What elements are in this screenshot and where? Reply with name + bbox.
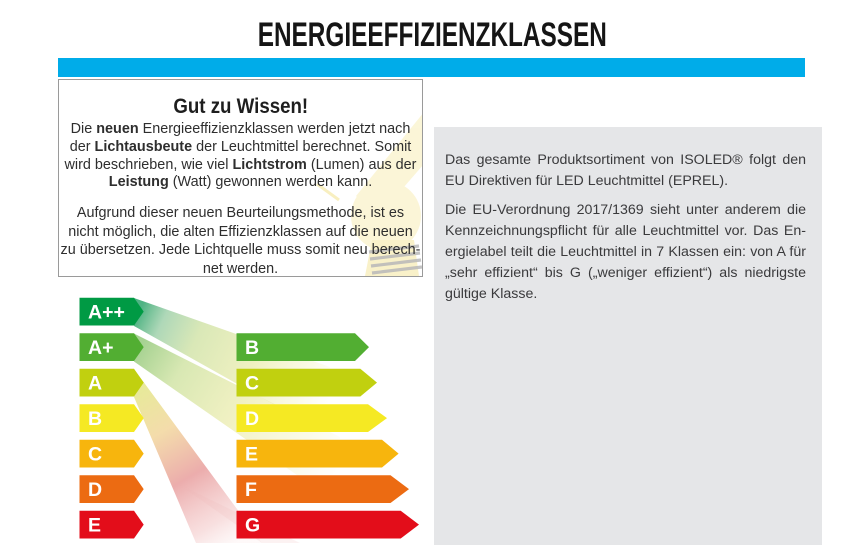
svg-text:G: G bbox=[245, 515, 260, 537]
svg-text:D: D bbox=[245, 408, 259, 430]
svg-text:A+: A+ bbox=[88, 337, 113, 359]
svg-text:E: E bbox=[88, 515, 101, 537]
svg-text:E: E bbox=[245, 444, 258, 466]
svg-text:F: F bbox=[245, 479, 257, 501]
svg-text:C: C bbox=[88, 444, 102, 466]
svg-text:B: B bbox=[88, 408, 102, 430]
svg-text:C: C bbox=[245, 373, 259, 395]
svg-text:D: D bbox=[88, 479, 102, 501]
svg-text:B: B bbox=[245, 337, 259, 359]
svg-text:A++: A++ bbox=[88, 302, 125, 324]
svg-text:A: A bbox=[88, 373, 102, 395]
